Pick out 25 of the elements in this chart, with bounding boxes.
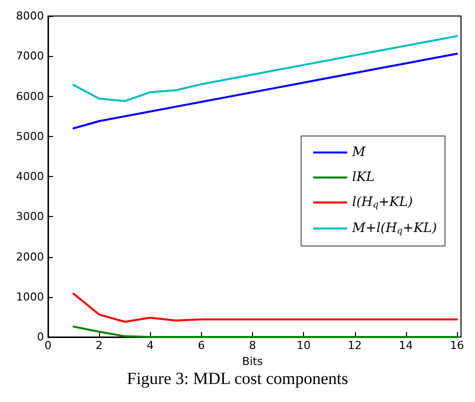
y-tick-label: 7000 xyxy=(16,50,44,63)
line-series xyxy=(72,52,458,130)
x-tick-label: 16 xyxy=(450,339,464,352)
legend-label: M xyxy=(351,145,366,160)
x-tick-label: 2 xyxy=(96,339,103,352)
x-tick-label: 14 xyxy=(398,339,413,352)
y-tick-label: 6000 xyxy=(16,90,44,103)
x-tick-label: 12 xyxy=(348,339,362,352)
line-series xyxy=(72,35,458,102)
y-tick-label: 8000 xyxy=(16,10,44,22)
y-tick-label: 3000 xyxy=(16,210,44,224)
text: Figure 3: MDL cost components xyxy=(126,369,348,388)
x-tick-label: 4 xyxy=(146,339,154,352)
line-series xyxy=(72,292,458,323)
x-tick-label: 8 xyxy=(249,339,256,352)
legend-label: lKL xyxy=(352,170,375,185)
x-tick-label: 6 xyxy=(198,339,205,352)
x-axis-title: Bits xyxy=(242,354,264,368)
line-series xyxy=(72,326,458,338)
y-tick-label: 1000 xyxy=(16,290,44,304)
y-tick-label: 0 xyxy=(37,330,44,344)
x-tick-label: 10 xyxy=(296,339,311,352)
y-tick-label: 4000 xyxy=(16,170,44,183)
y-tick-label: 5000 xyxy=(16,130,44,143)
y-tick-label: 2000 xyxy=(16,250,44,264)
